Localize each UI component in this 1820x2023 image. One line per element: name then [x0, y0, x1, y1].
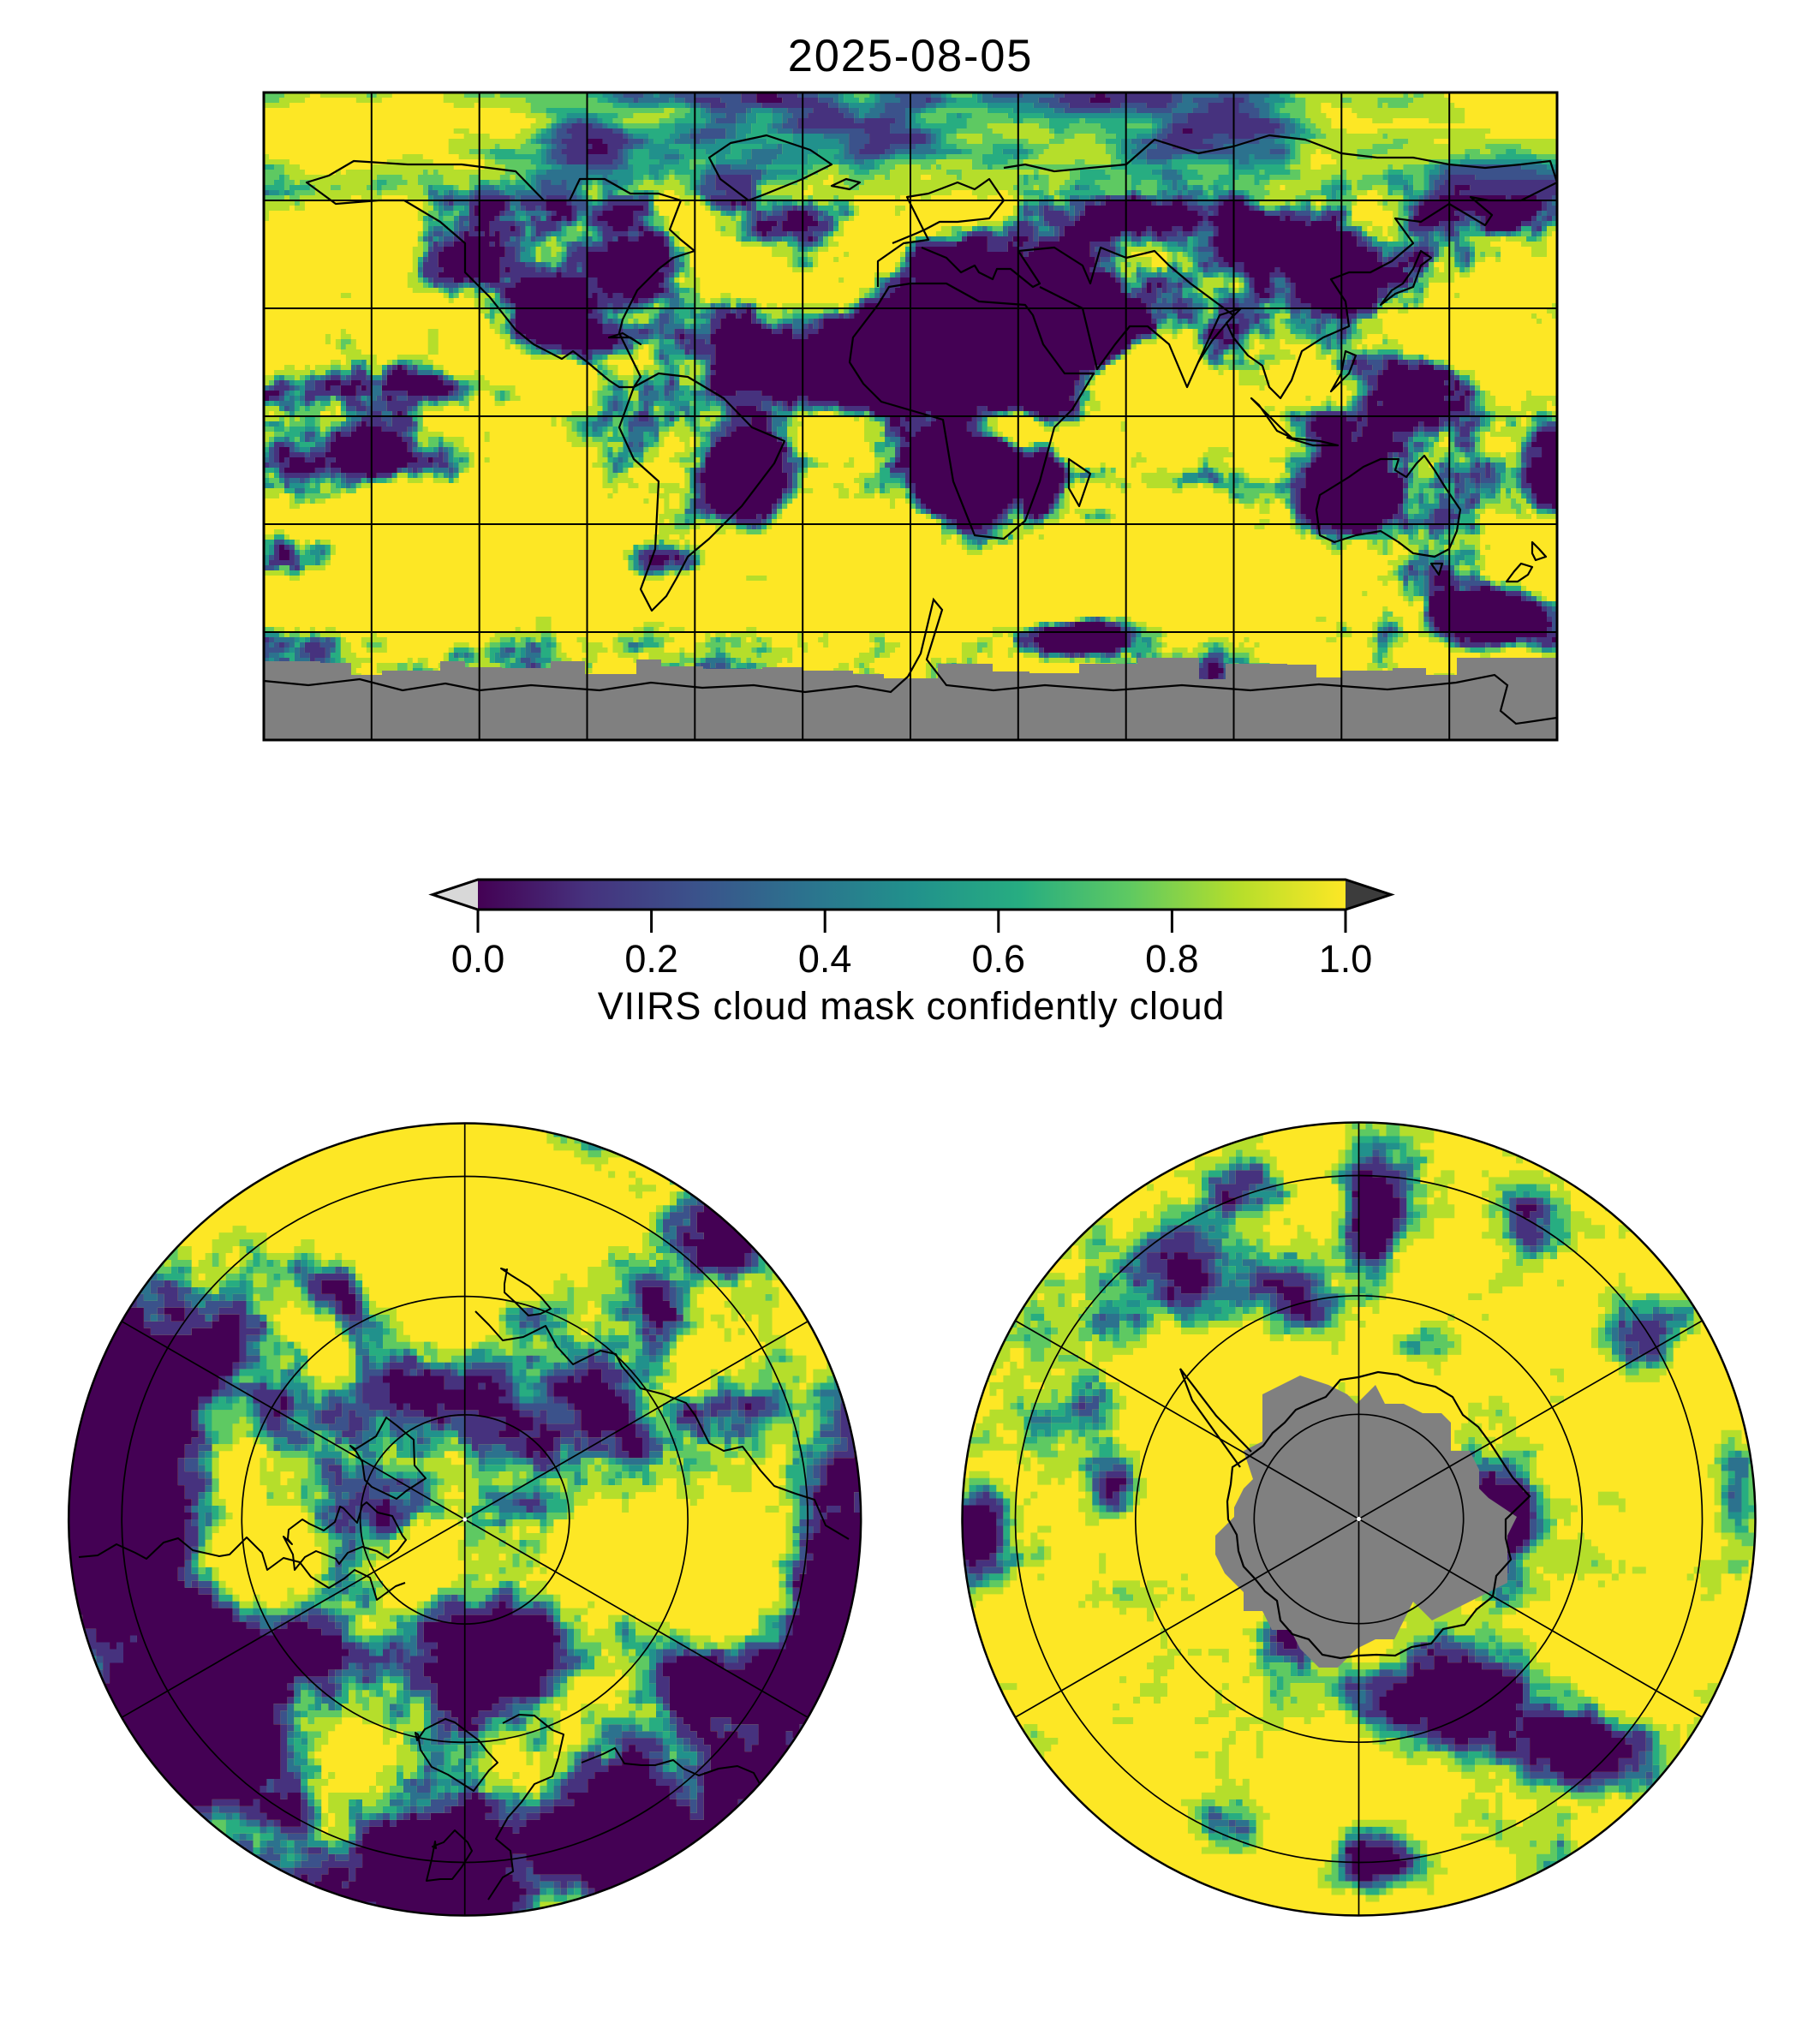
svg-text:1.0: 1.0 [1319, 937, 1373, 981]
svg-text:0.8: 0.8 [1145, 937, 1199, 981]
svg-text:0.0: 0.0 [451, 937, 505, 981]
svg-text:2025-08-05: 2025-08-05 [788, 31, 1034, 81]
svg-text:VIIRS cloud mask confidently c: VIIRS cloud mask confidently cloud [598, 984, 1226, 1028]
svg-text:0.2: 0.2 [624, 937, 678, 981]
svg-text:0.6: 0.6 [972, 937, 1026, 981]
svg-text:0.4: 0.4 [798, 937, 852, 981]
